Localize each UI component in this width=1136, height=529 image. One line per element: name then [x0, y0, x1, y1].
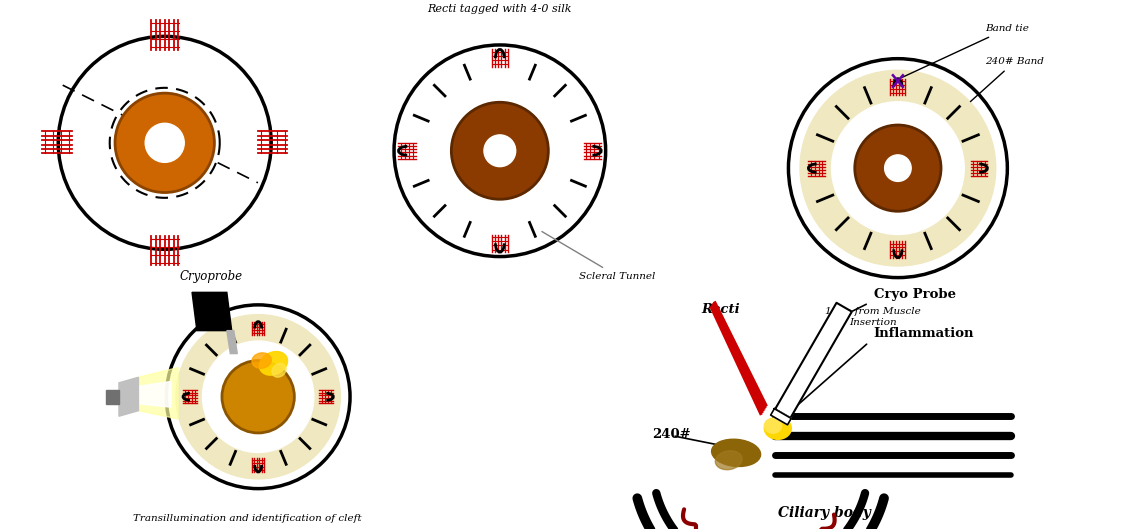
Ellipse shape [765, 417, 792, 440]
Ellipse shape [711, 439, 761, 467]
Circle shape [145, 123, 184, 162]
Polygon shape [107, 390, 119, 404]
Polygon shape [775, 303, 852, 418]
Polygon shape [139, 368, 178, 419]
Text: Cryo Probe: Cryo Probe [874, 288, 955, 301]
Polygon shape [192, 293, 232, 331]
Ellipse shape [272, 363, 286, 377]
Circle shape [832, 102, 964, 234]
Text: Scleral Tunnel: Scleral Tunnel [542, 232, 655, 280]
Circle shape [222, 361, 294, 433]
Polygon shape [139, 381, 172, 407]
Text: Recti tagged with 4-0 silk: Recti tagged with 4-0 silk [427, 4, 573, 14]
Circle shape [854, 125, 941, 211]
Circle shape [202, 341, 314, 452]
Ellipse shape [259, 351, 287, 375]
Circle shape [484, 135, 516, 167]
Circle shape [176, 315, 341, 479]
Text: Inflammation: Inflammation [874, 327, 975, 341]
Text: Cryoprobe: Cryoprobe [179, 270, 242, 283]
Polygon shape [227, 331, 237, 353]
Ellipse shape [716, 451, 742, 470]
Polygon shape [770, 409, 791, 425]
Polygon shape [119, 377, 139, 416]
Text: 240#: 240# [652, 428, 691, 441]
Text: 1mm from Muscle
Insertion: 1mm from Muscle Insertion [825, 307, 921, 327]
Text: Recti: Recti [702, 303, 741, 316]
Text: Band tie: Band tie [902, 24, 1029, 77]
Ellipse shape [765, 418, 782, 433]
Circle shape [800, 70, 996, 266]
Text: 240# Band: 240# Band [970, 58, 1044, 102]
Circle shape [451, 102, 549, 199]
Circle shape [115, 93, 215, 193]
Circle shape [885, 155, 911, 181]
Ellipse shape [252, 353, 272, 368]
Text: Transillumination and identification of cleft: Transillumination and identification of … [133, 514, 362, 523]
Text: Ciliary body: Ciliary body [778, 506, 871, 519]
